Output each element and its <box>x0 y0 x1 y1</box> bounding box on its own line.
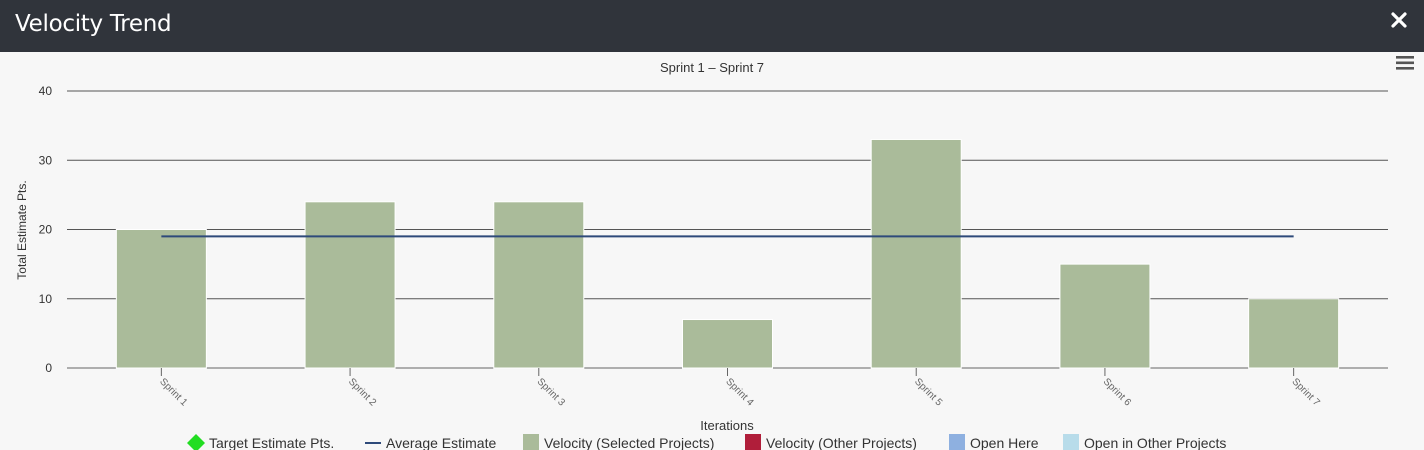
bar[interactable] <box>870 138 962 369</box>
y-tick-label: 20 <box>39 223 53 237</box>
x-tick-label: Sprint 4 <box>723 376 755 408</box>
legend-label: Open Here <box>970 435 1039 450</box>
y-tick-label: 30 <box>39 153 53 167</box>
bar[interactable] <box>1248 298 1340 369</box>
legend-swatch-icon <box>745 434 761 450</box>
x-tick-label: Sprint 2 <box>346 376 378 408</box>
close-icon[interactable] <box>1391 12 1407 28</box>
legend-swatch-icon <box>523 434 539 450</box>
y-axis-ticks: 0 10 20 30 40 <box>39 84 53 375</box>
bar[interactable] <box>304 201 396 369</box>
window-title: Velocity Trend <box>15 11 172 37</box>
chart-legend: Target Estimate Pts. Average Estimate Velo… <box>187 434 1226 450</box>
title-bar: Velocity Trend <box>0 0 1424 52</box>
legend-item[interactable]: Open in Other Projects <box>1063 434 1226 450</box>
chart-grid <box>67 90 1388 369</box>
legend-label: Target Estimate Pts. <box>209 435 334 450</box>
x-tick-label: Sprint 3 <box>535 376 567 408</box>
x-axis-ticks: Sprint 1 Sprint 2 Sprint 3 Sprint 4 Sprint 5… <box>157 368 1322 409</box>
legend-item[interactable]: Velocity (Selected Projects) <box>523 434 714 450</box>
legend-swatch-icon <box>1063 434 1079 450</box>
legend-swatch-icon <box>949 434 965 450</box>
y-axis-label: Total Estimate Pts. <box>15 180 29 279</box>
bar[interactable] <box>1059 263 1151 369</box>
y-tick-label: 0 <box>45 361 52 375</box>
x-tick-label: Sprint 5 <box>912 376 944 408</box>
x-tick-label: Sprint 7 <box>1290 376 1322 408</box>
legend-item[interactable]: Target Estimate Pts. <box>187 434 334 450</box>
x-tick-label: Sprint 6 <box>1101 376 1133 408</box>
legend-label: Open in Other Projects <box>1084 435 1226 450</box>
legend-item[interactable]: Open Here <box>949 434 1039 450</box>
hamburger-menu-icon[interactable] <box>1396 56 1414 70</box>
legend-label: Velocity (Other Projects) <box>766 435 917 450</box>
x-axis-label: Iterations <box>700 418 754 433</box>
legend-label: Average Estimate <box>386 435 496 450</box>
bar[interactable] <box>493 201 585 369</box>
legend-item[interactable]: Average Estimate <box>365 435 496 450</box>
y-tick-label: 40 <box>39 84 53 98</box>
legend-diamond-icon <box>187 434 205 450</box>
legend-label: Velocity (Selected Projects) <box>544 435 714 450</box>
chart-title: Sprint 1 – Sprint 7 <box>660 60 764 75</box>
bar[interactable] <box>682 319 773 369</box>
bar[interactable] <box>115 229 207 369</box>
x-tick-label: Sprint 1 <box>157 376 189 408</box>
legend-item[interactable]: Velocity (Other Projects) <box>745 434 917 450</box>
y-tick-label: 10 <box>39 292 53 306</box>
bar-series <box>115 138 1340 369</box>
